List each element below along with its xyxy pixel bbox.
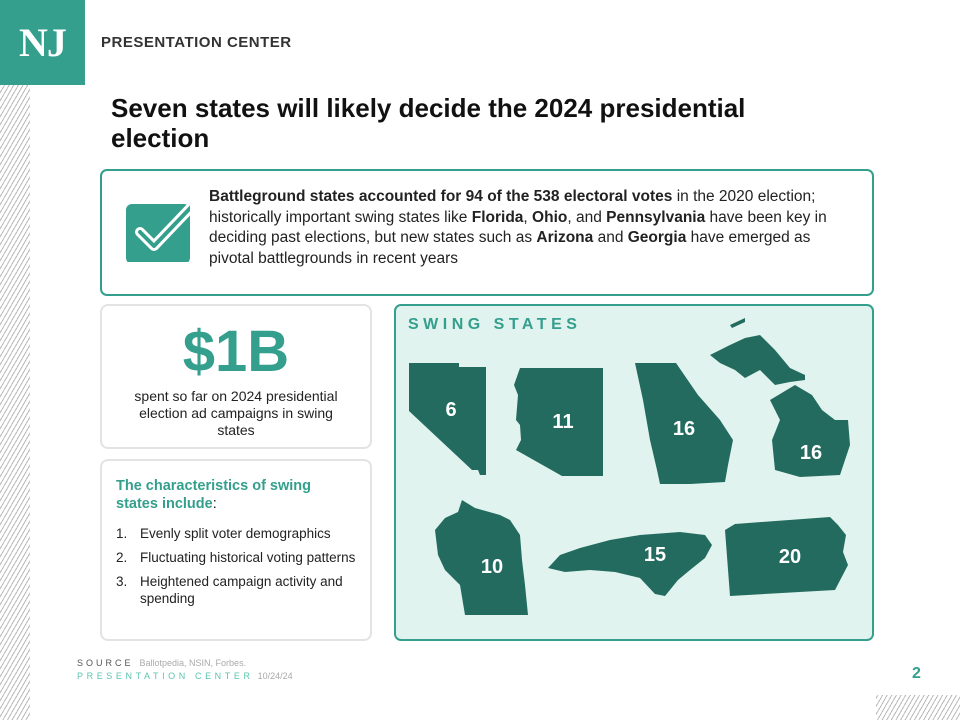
list-item: 2. Fluctuating historical voting patterns <box>116 549 356 566</box>
characteristics-title-text: The characteristics of swing states incl… <box>116 478 312 512</box>
state-votes-label: 10 <box>481 556 503 578</box>
checkbox-icon <box>126 201 190 262</box>
item-number: 1. <box>116 526 128 541</box>
state-north-carolina: 15 <box>548 532 712 596</box>
summary-box: Battleground states accounted for 94 of … <box>100 169 874 296</box>
colon: : <box>212 496 217 512</box>
source-note: SOURCE Ballotpedia, NSIN, Forbes. <box>77 658 246 668</box>
item-text: Fluctuating historical voting patterns <box>140 550 356 565</box>
map-title: SWING STATES <box>408 316 582 333</box>
source-text: Ballotpedia, NSIN, Forbes. <box>139 658 247 668</box>
page-number: 2 <box>912 665 921 682</box>
summary-emphasis: Arizona <box>536 229 594 246</box>
footer-brand-label: PRESENTATION CENTER <box>77 671 254 681</box>
source-label: SOURCE <box>77 658 134 668</box>
footer-date: 10/24/24 <box>257 671 293 681</box>
state-wisconsin: 10 <box>435 500 528 615</box>
item-text: Heightened campaign activity and spendin… <box>140 574 343 606</box>
state-votes-label: 20 <box>779 546 801 568</box>
summary-emphasis: Ohio <box>532 208 568 226</box>
summary-text-segment: have emerged as pivotal battlegrounds in… <box>209 229 811 267</box>
item-number: 3. <box>116 574 128 589</box>
item-number: 2. <box>116 550 128 565</box>
summary-text-segment: have been key in deciding past elections… <box>209 208 827 247</box>
stat-card: $1B spent so far on 2024 presidential el… <box>100 304 372 449</box>
brand-name: PRESENTATION CENTER <box>101 34 292 51</box>
decorative-hatch-bottom-right <box>876 695 960 720</box>
summary-text-segment: , and <box>567 208 607 226</box>
page-title: Seven states will likely decide the 2024… <box>111 93 746 153</box>
state-nevada: 6 <box>409 363 486 475</box>
state-votes-label: 6 <box>445 399 456 421</box>
map-canvas: 6 11 16 16 10 15 20 <box>409 318 850 615</box>
characteristics-card: The characteristics of swing states incl… <box>100 459 372 641</box>
footer-brand: PRESENTATION CENTER 10/24/24 <box>77 671 293 681</box>
state-votes-label: 15 <box>644 544 666 566</box>
state-pennsylvania: 20 <box>725 517 848 596</box>
list-item: 1. Evenly split voter demographics <box>116 525 356 542</box>
summary-text: Battleground states accounted for 94 of … <box>209 187 849 269</box>
stat-description: spent so far on 2024 presidential electi… <box>134 388 338 438</box>
list-item: 3. Heightened campaign activity and spend… <box>116 573 356 607</box>
summary-text-segment: , <box>523 208 533 226</box>
state-votes-label: 11 <box>552 411 573 433</box>
decorative-hatch-left <box>0 85 30 720</box>
logo: NJ <box>0 0 85 85</box>
summary-emphasis: Florida <box>471 208 524 226</box>
summary-text-segment: in the 2020 election; historically impor… <box>209 188 816 226</box>
state-arizona: 11 <box>514 368 603 476</box>
state-votes-label: 16 <box>800 442 822 464</box>
swing-states-map: SWING STATES 6 11 16 16 10 15 20 <box>394 304 874 641</box>
stat-value: $1B <box>182 319 290 384</box>
summary-text-segment: and <box>593 229 628 246</box>
summary-emphasis: Georgia <box>627 229 687 246</box>
characteristics-list: 1. Evenly split voter demographics 2. Fluc… <box>116 525 356 607</box>
state-georgia: 16 <box>635 363 733 484</box>
state-michigan: 16 <box>710 318 850 477</box>
item-text: Evenly split voter demographics <box>140 526 331 541</box>
summary-emphasis: Pennsylvania <box>606 208 706 226</box>
state-votes-label: 16 <box>673 418 695 440</box>
summary-emphasis: Battleground states accounted for 94 of … <box>209 188 673 205</box>
characteristics-title: The characteristics of swing states incl… <box>116 477 356 513</box>
